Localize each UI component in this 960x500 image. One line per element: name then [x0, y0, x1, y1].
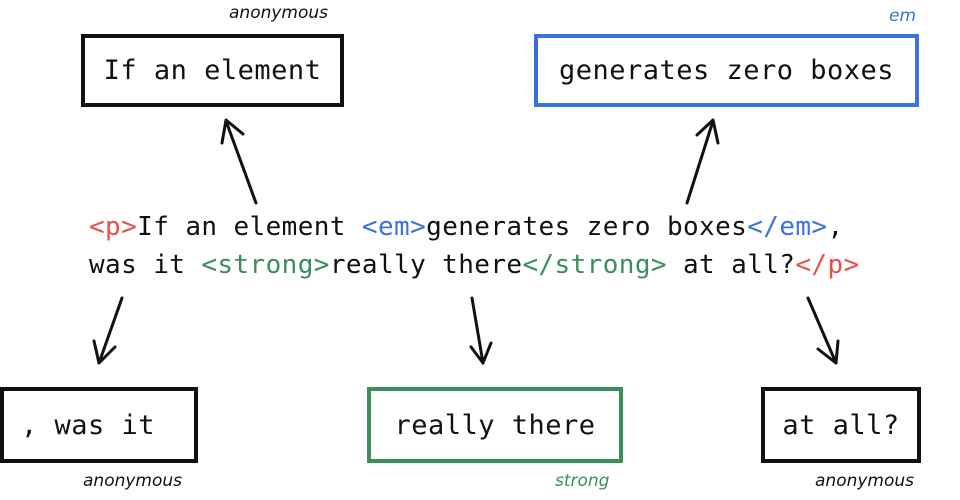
anonymous-box-1: , was it	[0, 387, 198, 463]
arrow-to-anonymous-box-top	[220, 118, 258, 205]
code-text: If an element	[137, 212, 362, 242]
anonymous-box-2-text: at all?	[782, 409, 900, 441]
em-box: generates zero boxes	[534, 34, 919, 107]
p-close-tag: </p>	[795, 250, 860, 280]
strong-open-tag: <strong>	[201, 250, 330, 280]
anonymous-box-top: If an element	[81, 34, 344, 107]
anonymous-label-2: anonymous	[815, 471, 915, 491]
anonymous-box-1-text: , was it	[21, 409, 156, 441]
anonymous-label-1: anonymous	[83, 471, 183, 491]
arrow-to-anonymous-box-2	[806, 296, 840, 365]
em-close-tag: </em>	[747, 212, 828, 242]
em-box-text: generates zero boxes	[558, 55, 895, 86]
arrow-to-em-box	[685, 118, 720, 205]
code-text: was it	[89, 250, 202, 280]
strong-label: strong	[555, 471, 610, 491]
arrow-to-anonymous-box-1	[92, 296, 124, 365]
anonymous-label-top: anonymous	[229, 3, 329, 23]
code-text: generates zero boxes	[426, 212, 748, 242]
anonymous-box-top-text: If an element	[103, 55, 322, 86]
code-text: really there	[329, 250, 523, 280]
strong-close-tag: </strong>	[522, 250, 667, 280]
arrow-to-strong-box	[469, 296, 493, 365]
strong-box-text: really there	[394, 409, 596, 441]
code-line-2: was it <strong>really there</strong> at …	[89, 250, 860, 280]
code-text: at all?	[666, 250, 796, 280]
code-line-1: <p>If an element <em>generates zero boxe…	[89, 212, 844, 242]
strong-box: really there	[367, 387, 623, 463]
code-text: ,	[827, 212, 844, 242]
em-label: em	[889, 6, 917, 26]
em-open-tag: <em>	[361, 212, 427, 242]
anonymous-box-2: at all?	[761, 387, 921, 463]
p-open-tag: <p>	[89, 212, 138, 242]
